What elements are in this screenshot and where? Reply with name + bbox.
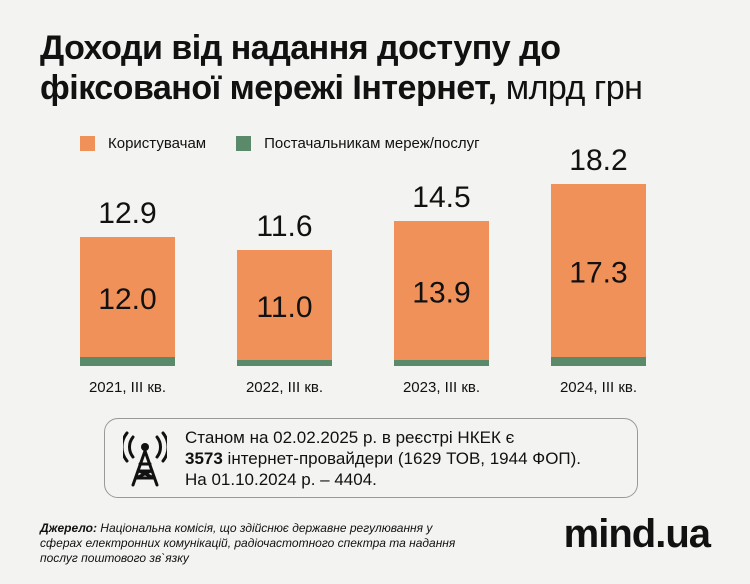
legend-label-users: Користувачам [108, 135, 207, 152]
legend-item-users: Користувачам [80, 135, 206, 152]
callout-line-1: Станом на 02.02.2025 р. в реєстрі НКЕК є [185, 428, 515, 447]
bar-users-2 [394, 221, 489, 360]
antenna-tower-icon [123, 431, 167, 487]
bar-providers-1 [237, 360, 332, 366]
callout-line-3: На 01.10.2024 р. – 4404. [185, 470, 377, 489]
bar-total-label-1: 11.6 [256, 210, 312, 243]
title-main: Доходи від надання доступу до фіксованої… [40, 29, 561, 107]
source-label: Джерело: [40, 521, 97, 535]
category-label-1: 2022, III кв. [246, 379, 323, 396]
chart-title: Доходи від надання доступу до фіксованої… [40, 28, 720, 108]
source-note: Джерело: Національна комісія, що здійсню… [40, 521, 460, 566]
callout-line-2-rest: інтернет-провайдери (1629 ТОВ, 1944 ФОП)… [222, 449, 582, 468]
bar-users-label-2: 13.9 [412, 277, 470, 310]
category-label-3: 2024, III кв. [560, 379, 637, 396]
bar-chart: 12.0 12.9 2021, III кв. 11.0 11.6 2022, III к… [80, 144, 646, 396]
category-label-0: 2021, III кв. [89, 379, 166, 396]
legend-label-providers: Постачальникам мереж/послуг [264, 135, 480, 152]
bar-total-label-0: 12.9 [98, 197, 156, 230]
legend-item-providers: Постачальникам мереж/послуг [236, 135, 480, 152]
callout-text: Станом на 02.02.2025 р. в реєстрі НКЕК є… [185, 427, 630, 490]
legend-swatch-providers [236, 136, 252, 151]
callout-line-2: 3573 інтернет-провайдери (1629 ТОВ, 1944… [185, 448, 630, 469]
title-unit: млрд грн [505, 69, 643, 107]
bar-users-0 [80, 237, 175, 357]
legend-swatch-users [80, 136, 95, 151]
bar-total-label-2: 14.5 [412, 181, 470, 214]
bar-users-label-1: 11.0 [256, 291, 312, 324]
legend: Користувачам Постачальникам мереж/послуг [80, 135, 480, 152]
provider-callout: Станом на 02.02.2025 р. в реєстрі НКЕК є… [104, 418, 638, 498]
bar-users-label-3: 17.3 [569, 257, 627, 290]
bar-providers-0 [80, 357, 175, 366]
bar-users-1 [237, 250, 332, 360]
mind-ua-logo: mind.ua [563, 512, 711, 556]
bar-total-label-3: 18.2 [569, 144, 627, 177]
source-text: Національна комісія, що здійснює державн… [40, 521, 456, 565]
bar-providers-2 [394, 360, 489, 366]
provider-count: 3573 [185, 449, 223, 468]
category-label-2: 2023, III кв. [403, 379, 480, 396]
bar-users-label-0: 12.0 [98, 283, 156, 316]
bar-providers-3 [551, 357, 646, 366]
bar-users-3 [551, 184, 646, 357]
